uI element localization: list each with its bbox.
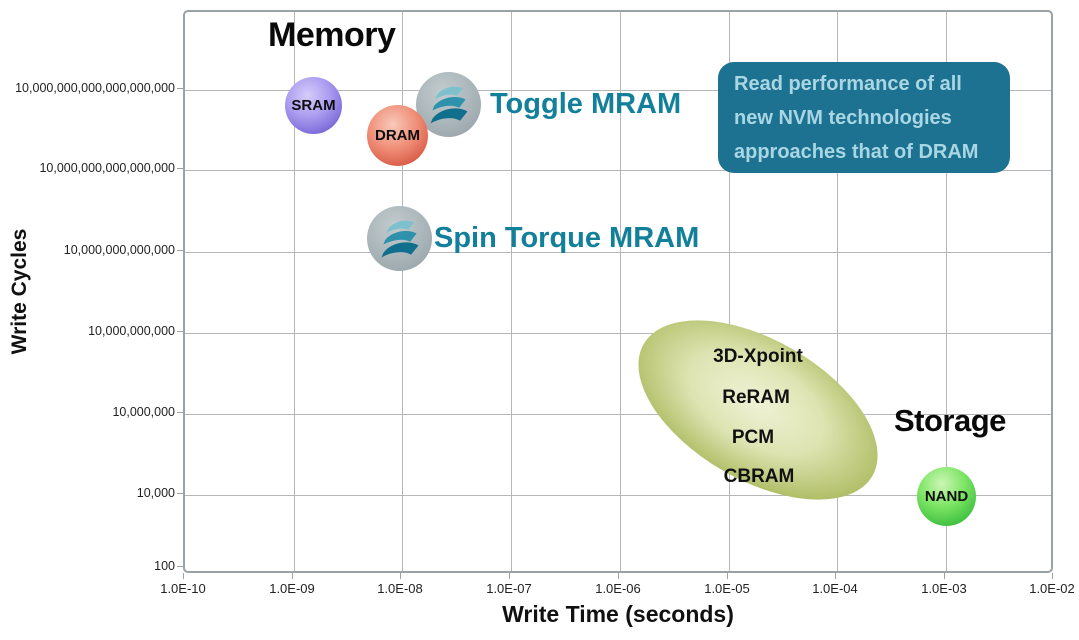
x-tick-mark: [292, 573, 293, 579]
nand-bubble-label: NAND: [924, 488, 969, 505]
storage-group-heading: Storage: [894, 403, 1006, 438]
y-tick-label: 100: [154, 559, 175, 573]
y-tick-mark: [177, 331, 183, 332]
gridline-vertical: [402, 12, 403, 571]
nvm-item-3d-xpoint: 3D-Xpoint: [713, 346, 803, 367]
x-tick-label: 1.0E-08: [377, 581, 423, 596]
gridline-horizontal: [185, 90, 1051, 91]
x-tick-mark: [618, 573, 619, 579]
toggle-mram-label: Toggle MRAM: [490, 88, 682, 120]
spin-torque-mram-label: Spin Torque MRAM: [434, 222, 700, 254]
gridline-vertical: [837, 12, 838, 571]
y-tick-label: 10,000,000,000: [88, 324, 175, 338]
x-tick-mark: [400, 573, 401, 579]
x-tick-label: 1.0E-04: [812, 581, 858, 596]
read-performance-callout: Read performance of all new NVM technolo…: [718, 62, 1010, 173]
x-axis-title: Write Time (seconds): [502, 601, 734, 627]
x-tick-mark: [509, 573, 510, 579]
x-tick-label: 1.0E-02: [1029, 581, 1075, 596]
nvm-item-reram: ReRAM: [722, 387, 790, 408]
dram-bubble: DRAM: [367, 105, 428, 166]
memory-group-heading: Memory: [268, 16, 396, 54]
nand-bubble: NAND: [917, 467, 976, 526]
y-tick-label: 10,000,000: [112, 405, 175, 419]
x-tick-label: 1.0E-10: [160, 581, 206, 596]
y-tick-label: 10,000,000,000,000,000,000: [15, 81, 175, 95]
sram-bubble-label: SRAM: [291, 97, 336, 114]
gridline-horizontal: [185, 414, 1051, 415]
nvm-item-cbram: CBRAM: [723, 466, 795, 487]
gridline-vertical: [946, 12, 947, 571]
y-tick-mark: [177, 566, 183, 567]
spin-torque-mram-bubble: [367, 206, 432, 271]
y-tick-label: 10,000,000,000,000,000: [39, 161, 175, 175]
gridline-vertical: [511, 12, 512, 571]
x-tick-mark: [183, 573, 184, 579]
gridline-vertical: [294, 12, 295, 571]
gridline-vertical: [620, 12, 621, 571]
gridline-horizontal: [185, 333, 1051, 334]
dram-bubble-label: DRAM: [375, 127, 420, 144]
gridline-horizontal: [185, 170, 1051, 171]
x-tick-mark: [944, 573, 945, 579]
y-tick-mark: [177, 250, 183, 251]
callout-line: new NVM technologies: [734, 107, 952, 129]
callout-line: approaches that of DRAM: [734, 141, 979, 163]
callout-line: Read performance of all: [734, 73, 962, 95]
everspin-logo-icon: [381, 220, 418, 257]
y-tick-mark: [177, 168, 183, 169]
y-tick-mark: [177, 88, 183, 89]
x-tick-label: 1.0E-07: [486, 581, 532, 596]
y-axis-title: Write Cycles: [8, 228, 31, 355]
gridline-horizontal: [185, 495, 1051, 496]
x-tick-label: 1.0E-03: [921, 581, 967, 596]
x-tick-mark: [835, 573, 836, 579]
everspin-logo-icon: [430, 86, 467, 123]
y-tick-mark: [177, 412, 183, 413]
x-tick-mark: [727, 573, 728, 579]
y-tick-label: 10,000: [136, 486, 175, 500]
y-tick-label: 10,000,000,000,000: [63, 243, 175, 257]
x-tick-label: 1.0E-06: [595, 581, 641, 596]
gridline-vertical: [729, 12, 730, 571]
sram-bubble: SRAM: [285, 77, 342, 134]
y-tick-mark: [177, 493, 183, 494]
x-tick-label: 1.0E-09: [269, 581, 315, 596]
x-tick-label: 1.0E-05: [704, 581, 750, 596]
x-tick-mark: [1052, 573, 1053, 579]
nvm-item-pcm: PCM: [731, 427, 775, 448]
gridline-horizontal: [185, 252, 1051, 253]
